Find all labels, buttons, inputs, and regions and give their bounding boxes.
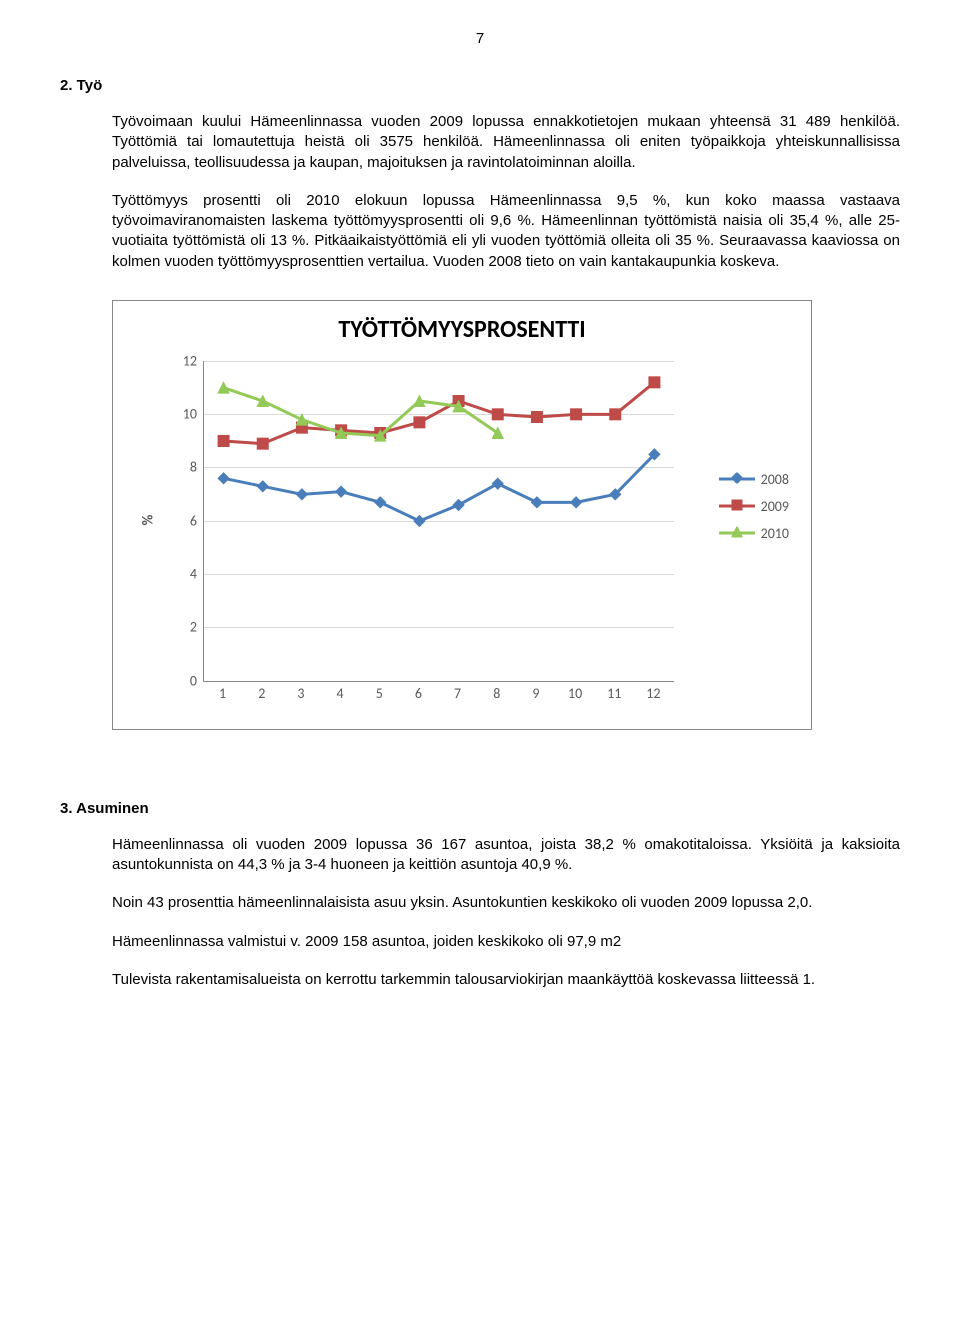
legend-label: 2008 xyxy=(761,471,789,488)
chart-xtick: 6 xyxy=(415,685,422,702)
legend-label: 2010 xyxy=(761,525,789,542)
section-3-paragraph-4: Tulevista rakentamisalueista on kerrottu… xyxy=(112,970,900,990)
section-3-heading: 3. Asuminen xyxy=(60,800,900,817)
chart-xtick: 10 xyxy=(568,685,582,702)
chart-yaxis-label: % xyxy=(139,514,157,525)
chart-xtick: 8 xyxy=(493,685,500,702)
chart-xtick: 11 xyxy=(607,685,621,702)
chart-ytick: 6 xyxy=(173,512,197,529)
chart-xtick: 3 xyxy=(297,685,304,702)
section-3-paragraph-3: Hämeenlinnassa valmistui v. 2009 158 asu… xyxy=(112,932,900,952)
legend-row-2010: 2010 xyxy=(719,525,789,542)
legend-label: 2009 xyxy=(761,498,789,515)
legend-row-2008: 2008 xyxy=(719,471,789,488)
chart-title: TYÖTTÖMYYSPROSENTTI xyxy=(113,301,811,344)
chart-xtick: 2 xyxy=(258,685,265,702)
legend-row-2009: 2009 xyxy=(719,498,789,515)
section-3-paragraph-1: Hämeenlinnassa oli vuoden 2009 lopussa 3… xyxy=(112,835,900,876)
chart-ytick: 12 xyxy=(173,352,197,369)
section-2-paragraph-1: Työvoimaan kuului Hämeenlinnassa vuoden … xyxy=(112,112,900,173)
section-2-paragraph-2: Työttömyys prosentti oli 2010 elokuun lo… xyxy=(112,191,900,272)
chart-xtick: 12 xyxy=(646,685,660,702)
chart-xtick: 5 xyxy=(376,685,383,702)
section-2-heading: 2. Työ xyxy=(60,77,900,94)
chart-ytick: 0 xyxy=(173,672,197,689)
chart-ytick: 8 xyxy=(173,459,197,476)
chart-ytick: 10 xyxy=(173,406,197,423)
section-3-paragraph-2: Noin 43 prosenttia hämeenlinnalaisista a… xyxy=(112,893,900,913)
chart-xtick: 1 xyxy=(219,685,226,702)
chart-xtick: 7 xyxy=(454,685,461,702)
chart-xtick: 4 xyxy=(337,685,344,702)
chart-ytick: 2 xyxy=(173,619,197,636)
page-number: 7 xyxy=(60,30,900,47)
chart-legend: 2008 2009 2010 xyxy=(719,471,789,552)
unemployment-chart: TYÖTTÖMYYSPROSENTTI % 2008 2009 2010 0 2 4 6 8… xyxy=(112,300,812,730)
chart-xtick: 9 xyxy=(532,685,539,702)
chart-ytick: 4 xyxy=(173,566,197,583)
chart-series-2010 xyxy=(204,361,674,681)
chart-plot-area xyxy=(203,361,674,682)
